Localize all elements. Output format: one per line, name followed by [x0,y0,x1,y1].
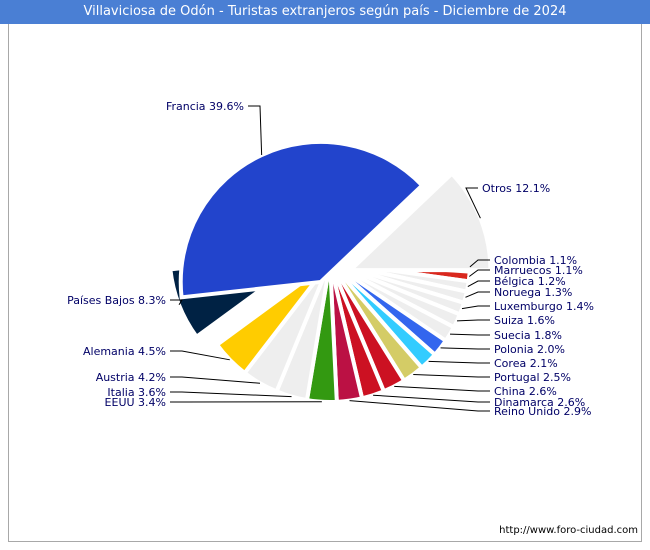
label-luxemburgo: Luxemburgo 1.4% [494,300,594,313]
leader-otros [465,187,481,219]
source-credit: http://www.foro-ciudad.com [499,525,638,536]
leader-suecia [449,333,490,336]
leader-colombia [469,259,490,268]
label-austria: Austria 4.2% [96,371,166,384]
leader-dinamarca [373,394,490,403]
label-china: China 2.6% [494,385,557,398]
label-marruecos: Marruecos 1.1% [494,264,583,277]
label-otros: Otros 12.1% [482,182,550,195]
label-noruega: Noruega 1.3% [494,286,572,299]
leader-francia [248,105,263,156]
leader-italia [170,391,292,398]
leader-corea [428,360,490,364]
leader-noruega [465,291,490,298]
label-eeuu: EEUU 3.4% [105,396,166,409]
slice-alemania [214,260,332,376]
pie-slices [168,139,493,404]
label-polonia: Polonia 2.0% [494,343,565,356]
leader-marruecos [468,269,490,277]
leader-paises-bajos [170,299,183,306]
leader-luxemburgo [461,305,490,310]
leader-china [394,385,490,392]
label-italia: Italia 3.6% [107,386,166,399]
label-leader-lines [170,105,490,412]
label-francia: Francia 39.6% [166,100,244,113]
label-corea: Corea 2.1% [494,357,558,370]
slice-labels: Colombia 1.1%Marruecos 1.1%Bélgica 1.2%N… [67,100,594,418]
leader-austria [170,376,261,384]
label-paises-bajos: Países Bajos 8.3% [67,294,166,307]
leader-reino-unido [349,400,490,412]
leader-suiza [457,319,490,322]
label-suecia: Suecia 1.8% [494,329,562,342]
chart-title: Villaviciosa de Odón - Turistas extranje… [0,0,650,24]
leader-portugal [413,374,490,378]
label-reino-unido: Reino Unido 2.9% [494,405,591,418]
label-portugal: Portugal 2.5% [494,371,571,384]
label-dinamarca: Dinamarca 2.6% [494,396,585,409]
label-belgica: Bélgica 1.2% [494,275,566,288]
label-suiza: Suiza 1.6% [494,314,555,327]
leader-polonia [440,347,490,350]
leader-belgica [467,280,490,287]
label-colombia: Colombia 1.1% [494,254,577,267]
label-alemania: Alemania 4.5% [83,345,166,358]
leader-alemania [170,350,230,361]
